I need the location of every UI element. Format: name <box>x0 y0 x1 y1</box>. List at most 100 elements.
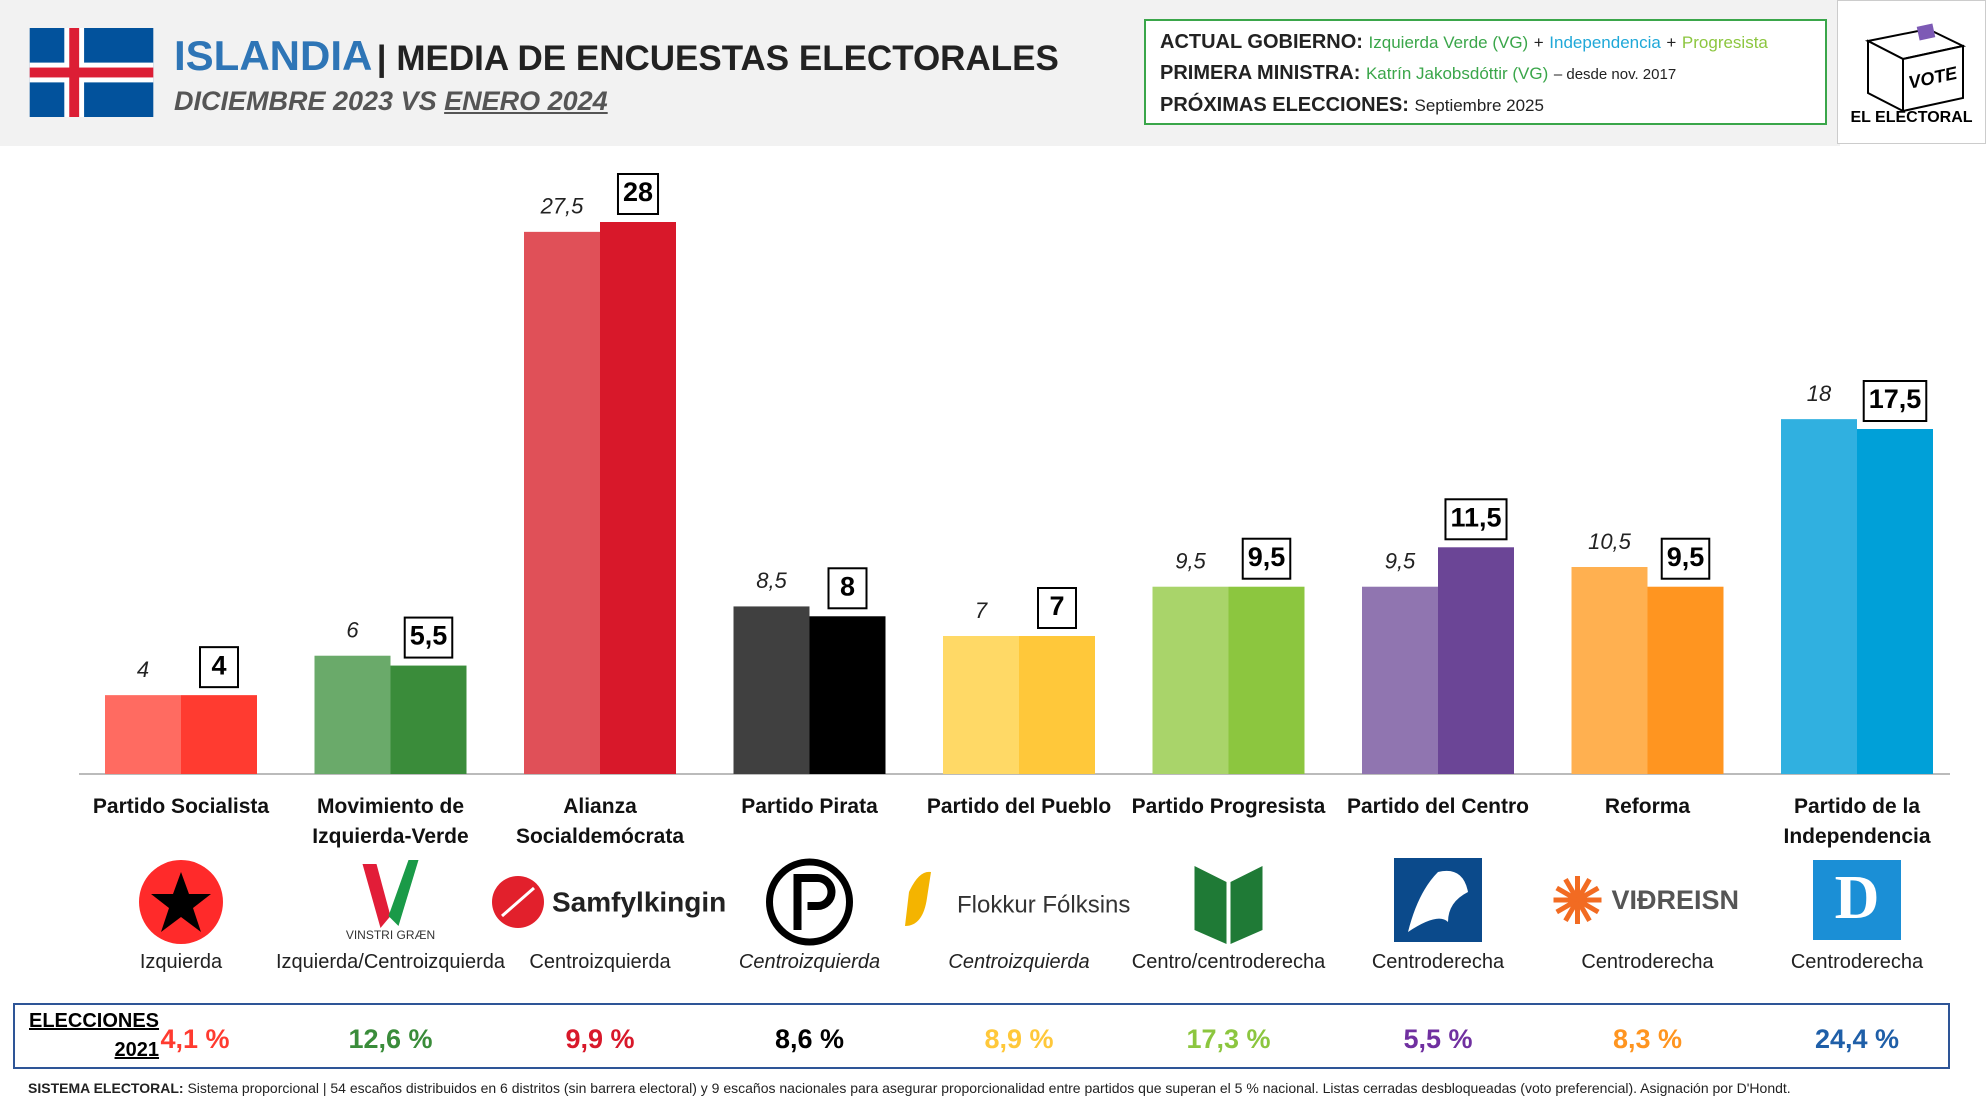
election-result: 8,9 % <box>984 1024 1054 1054</box>
party-logo: VINSTRI GRÆN <box>346 860 435 942</box>
logo-shape <box>388 860 419 926</box>
category-label: Movimiento de Izquierda-Verde <box>312 795 469 848</box>
category-label: Partido Pirata <box>741 795 878 818</box>
bar <box>1362 586 1438 774</box>
party-logo: Flokkur Fólksins <box>905 871 1130 926</box>
value-label-box <box>827 567 868 610</box>
value-label: 17,5 <box>1869 384 1922 414</box>
elections-label: ELECCIONES 2021 <box>29 1007 159 1065</box>
bar <box>733 606 810 774</box>
bar <box>1152 586 1229 774</box>
logo-shape <box>501 886 535 918</box>
logo-shape <box>793 874 836 930</box>
separator: + <box>1533 33 1544 52</box>
ideology: Izquierda <box>139 951 223 973</box>
logo-text: VINSTRI GRÆN <box>346 928 435 942</box>
government-box: ACTUAL GOBIERNO: Izquierda Verde (VG) + … <box>1144 19 1827 125</box>
logo-shape <box>1194 866 1263 944</box>
party: Progresista <box>1681 33 1768 52</box>
logo-text: VIÐREISN <box>1612 885 1740 915</box>
election-result: 12,6 % <box>348 1024 433 1054</box>
value-label: 8 <box>840 571 855 601</box>
election-result: 5,5 % <box>1403 1024 1473 1054</box>
logo-text: Samfylkingin <box>552 886 726 917</box>
bar <box>1647 586 1724 774</box>
party-logo: D <box>1813 860 1901 940</box>
label-line: 2021 <box>114 1039 160 1061</box>
value-label: 27,5 <box>540 194 585 219</box>
footer-text: Sistema proporcional | 54 escaños distri… <box>187 1080 1791 1096</box>
party-logo <box>766 858 853 946</box>
ballot-box: VOTE <box>1864 23 1967 113</box>
election-result: 24,4 % <box>1814 1024 1900 1054</box>
party-logo <box>1394 858 1482 942</box>
value-label: 5,5 <box>410 621 448 651</box>
bar <box>1857 429 1933 774</box>
value-label: 8,5 <box>756 568 787 593</box>
value-label: 11,5 <box>1450 502 1501 532</box>
value-label: 10,5 <box>1588 529 1632 554</box>
value-label-box <box>1660 537 1711 580</box>
title: ISLANDIA | MEDIA DE ENCUESTAS ELECTORALE… <box>174 32 1059 80</box>
value-label: 7 <box>1049 591 1064 621</box>
bar <box>105 695 181 774</box>
subtitle-underlined: ENERO 2024 <box>444 86 608 116</box>
title-text: | MEDIA DE ENCUESTAS ELECTORALES <box>376 39 1059 78</box>
category-label: Partido Socialista <box>92 795 270 818</box>
value-label-box <box>1444 498 1508 541</box>
bar <box>943 636 1019 774</box>
title-country: ISLANDIA <box>174 32 373 79</box>
value-label-box <box>199 646 239 689</box>
date: Septiembre 2025 <box>1414 96 1544 115</box>
elections-row: PRÓXIMAS ELECCIONES: Septiembre 2025 <box>1160 90 1825 121</box>
election-result: 9,9 % <box>565 1024 635 1054</box>
bar <box>1571 567 1648 774</box>
value-label: 6 <box>346 618 359 643</box>
pm-row: PRIMERA MINISTRA: Katrín Jakobsdóttir (V… <box>1160 58 1825 90</box>
party-logo: VIÐREISN <box>1553 876 1740 924</box>
value-label: 9,5 <box>1248 542 1286 572</box>
ideology: Centroderecha <box>1790 951 1924 973</box>
footer: SISTEMA ELECTORAL: Sistema proporcional … <box>28 1080 1791 1096</box>
election-result: 8,3 % <box>1612 1024 1683 1054</box>
logo-text: D <box>1835 864 1880 932</box>
government-row: ACTUAL GOBIERNO: Izquierda Verde (VG) + … <box>1160 27 1825 58</box>
footer-label: SISTEMA ELECTORAL: <box>28 1080 184 1096</box>
bar <box>524 231 600 774</box>
ideology: Centroizquierda <box>529 951 671 973</box>
separator: + <box>1666 33 1677 52</box>
value-label-box <box>1241 537 1292 580</box>
party-logo <box>139 860 223 944</box>
bar <box>1781 419 1857 774</box>
logo-shape <box>1813 860 1901 940</box>
bar <box>600 222 676 774</box>
category-label: Partido Progresista <box>1131 795 1326 818</box>
bar <box>809 616 886 774</box>
logo-text: Flokkur Fólksins <box>957 891 1130 918</box>
ideology: Izquierda/Centroizquierda <box>275 951 506 973</box>
election-result: 17,3 % <box>1186 1024 1271 1054</box>
label: PRIMERA MINISTRA: <box>1160 62 1361 84</box>
value-label: 9,5 <box>1385 549 1416 574</box>
value-label: 28 <box>623 177 653 207</box>
ideology: Centro/centroderecha <box>1131 951 1326 973</box>
ideology: Centroizquierda <box>738 951 881 973</box>
party-logo: Samfylkingin <box>492 876 726 928</box>
brand-logo: VOTE EL ELECTORAL <box>1837 0 1986 144</box>
value-label-box <box>1037 587 1077 629</box>
ideology: Centroderecha <box>1371 951 1505 973</box>
category-label: Partido de la Independencia <box>1783 795 1931 848</box>
value-label: 4 <box>211 650 226 680</box>
value-label: 4 <box>137 657 149 682</box>
value-label: 9,5 <box>1175 549 1206 574</box>
bar <box>181 695 257 774</box>
logo-shape <box>1408 870 1468 932</box>
bar <box>1438 547 1514 774</box>
election-result: 8,6 % <box>774 1024 845 1054</box>
value-label: 7 <box>975 598 988 623</box>
subtitle: DICIEMBRE 2023 VS ENERO 2024 <box>174 86 608 117</box>
label-line: ELECCIONES <box>29 1010 160 1032</box>
brand-name: EL ELECTORAL <box>1850 109 1973 126</box>
